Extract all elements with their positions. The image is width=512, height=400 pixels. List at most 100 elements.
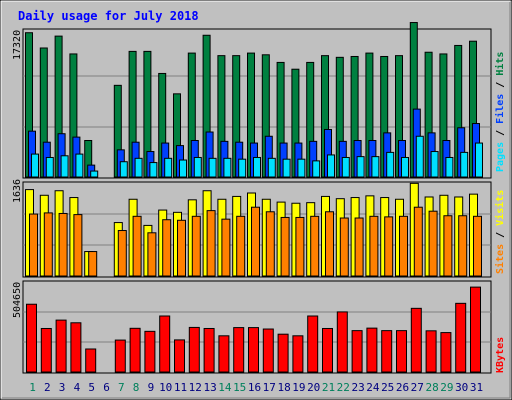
pages-bar: [149, 162, 158, 178]
x-tick-label: 9: [148, 381, 155, 394]
pages-bar: [208, 157, 217, 178]
x-tick-label: 2: [44, 381, 51, 394]
sites-bar: [369, 215, 379, 277]
pages-bar: [60, 155, 69, 178]
kbytes-bar: [381, 330, 393, 373]
sites-bar: [295, 216, 305, 277]
x-tick-label: 19: [292, 381, 305, 394]
sites-bar: [265, 211, 275, 277]
sites-bar: [413, 206, 423, 277]
pages-bar: [193, 156, 202, 178]
pages-bar: [134, 157, 143, 178]
sites-bar: [236, 215, 246, 277]
kbytes-bar: [292, 335, 304, 373]
kbytes-bar: [114, 339, 126, 373]
pages-bar: [356, 156, 365, 178]
x-tick-label: 1: [29, 381, 36, 394]
x-tick-label: 20: [307, 381, 320, 394]
pages-bar: [401, 156, 409, 178]
sites-bar: [132, 215, 142, 277]
pages-bar: [327, 154, 335, 178]
x-tick-label: 12: [189, 381, 202, 394]
kbytes-bar: [396, 330, 407, 373]
kbytes-bar: [307, 315, 319, 373]
pages-bar: [341, 156, 350, 178]
pages-bar: [297, 158, 306, 178]
kbytes-bar: [322, 327, 333, 373]
x-tick-label: 14: [218, 381, 232, 394]
pages-bar: [460, 151, 469, 178]
visits-ymax-label: 1636: [12, 179, 23, 203]
sites-bar: [191, 215, 201, 277]
sites-bar: [221, 218, 231, 277]
pages-bar: [445, 156, 454, 178]
sites-bar: [177, 219, 186, 277]
kbytes-bar: [455, 302, 467, 373]
sites-bar: [384, 216, 394, 277]
kbytes-bar: [336, 311, 348, 373]
kbytes-bar: [40, 327, 52, 373]
sites-bar: [325, 211, 334, 277]
x-tick-label: 30: [455, 381, 468, 394]
sites-bar: [280, 216, 290, 277]
sites-bar: [399, 215, 408, 277]
kbytes-bar: [70, 322, 82, 373]
x-tick-label: 28: [425, 381, 438, 394]
x-tick-label: 7: [118, 381, 125, 394]
legend-kbytes: KBytes: [495, 337, 506, 373]
x-tick-label: 17: [263, 381, 276, 394]
x-tick-label: 15: [233, 381, 246, 394]
pages-bar: [253, 156, 261, 178]
kbytes-bar: [351, 330, 363, 373]
x-tick-label: 11: [174, 381, 187, 394]
sites-bar: [117, 230, 127, 277]
x-tick-label: 10: [159, 381, 172, 394]
kbytes-bar: [218, 335, 230, 373]
pages-bar: [119, 161, 128, 178]
kbytes-bar: [440, 332, 452, 373]
x-tick-label: 3: [59, 381, 66, 394]
kbytes-bar: [188, 326, 200, 373]
kbytes-bar: [203, 327, 215, 373]
kbytes-bar: [233, 327, 245, 373]
x-tick-label: 13: [203, 381, 216, 394]
kbytes-bar: [159, 315, 171, 373]
x-tick-label: 26: [396, 381, 409, 394]
kbytes-ymax-label: 504650: [12, 282, 23, 318]
x-tick-label: 31: [470, 381, 483, 394]
pages-bar: [75, 153, 84, 178]
x-tick-label: 6: [103, 381, 110, 394]
pages-bar: [386, 151, 395, 178]
sites-bar: [162, 219, 172, 277]
kbytes-bar: [262, 328, 274, 373]
x-tick-label: 8: [133, 381, 140, 394]
sites-bar: [29, 213, 38, 277]
kbytes-bar: [248, 327, 259, 373]
kbytes-bar: [470, 286, 481, 373]
pages-bar: [179, 159, 187, 178]
pages-bar: [31, 153, 39, 178]
sites-bar: [206, 210, 216, 277]
x-tick-label: 16: [248, 381, 261, 394]
pages-bar: [238, 158, 247, 178]
kbytes-bar: [277, 333, 289, 373]
kbytes-bar: [366, 327, 378, 373]
kbytes-bar: [410, 307, 422, 373]
pages-bar: [267, 157, 276, 178]
x-tick-label: 22: [337, 381, 350, 394]
pages-bar: [164, 157, 173, 178]
kbytes-bar: [174, 339, 185, 373]
sites-bar: [473, 215, 482, 277]
legend-sites-visits: Sites / Visits: [494, 190, 506, 274]
hits-ymax-label: 17320: [12, 30, 23, 60]
x-tick-label: 24: [366, 381, 380, 394]
legend-pages-files-hits: Pages / Files / Hits: [494, 52, 506, 172]
sites-bar: [310, 215, 320, 277]
sites-bar: [251, 206, 260, 277]
pages-bar: [430, 151, 439, 178]
x-tick-label: 4: [74, 381, 81, 394]
pages-bar: [312, 160, 321, 178]
sites-bar: [428, 210, 438, 277]
pages-bar: [90, 170, 99, 178]
